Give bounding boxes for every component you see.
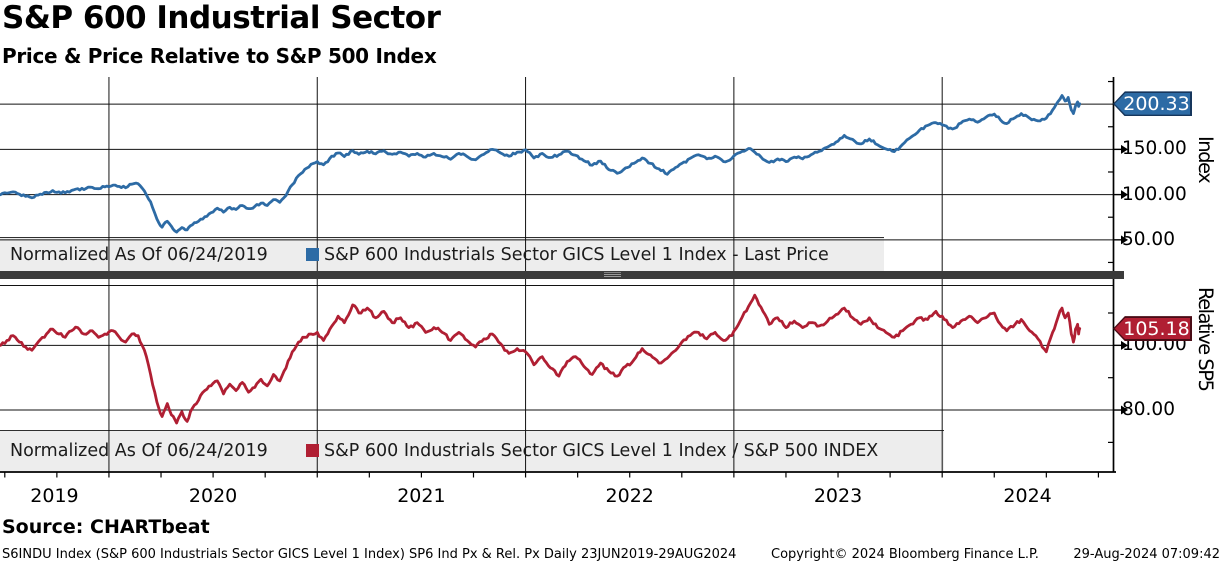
relative-axis-title: Relative SP5 (1194, 287, 1217, 391)
relative-last-value: 105.18 (1123, 317, 1190, 340)
price-axis-title: Index (1194, 136, 1217, 183)
price-last-value: 200.33 (1123, 92, 1190, 115)
y-axis-tick-arrow-icon (1121, 190, 1128, 200)
relative-legend-band (0, 430, 944, 471)
y-axis-tick-arrow-icon (1121, 235, 1128, 245)
y-axis-tick-arrow-icon (1121, 405, 1128, 415)
relative-legend: Normalized As Of 06/24/2019 S&P 600 Indu… (10, 430, 878, 471)
y-axis-tick-label: 100.00 (1122, 183, 1187, 205)
price-series-marker-icon (306, 248, 319, 261)
page-title: S&P 600 Industrial Sector (2, 0, 441, 36)
footer-ticker-info: S6INDU Index (S&P 600 Industrials Sector… (2, 547, 737, 562)
y-axis-tick-label: 150.00 (1122, 138, 1187, 160)
footer-copyright: Copyright© 2024 Bloomberg Finance L.P. (771, 547, 1039, 562)
y-axis-tick-label: 50.00 (1122, 228, 1175, 250)
page-subtitle: Price & Price Relative to S&P 500 Index (2, 44, 437, 68)
price-legend-series-label: S&P 600 Industrials Sector GICS Level 1 … (324, 244, 829, 265)
x-axis-year-label: 2023 (813, 485, 863, 507)
divider-grip-icon[interactable] (604, 274, 621, 275)
x-axis-year-label: 2022 (605, 485, 654, 507)
panel-resize-divider[interactable] (0, 271, 1124, 279)
relative-last-value-badge: 105.18 (1113, 316, 1192, 342)
price-legend: Normalized As Of 06/24/2019 S&P 600 Indu… (10, 237, 829, 272)
x-axis-year-label: 2024 (1003, 485, 1052, 507)
price-badge-fill: 200.33 (1114, 92, 1191, 115)
relative-badge-fill: 105.18 (1114, 317, 1191, 340)
y-axis-tick-label: 80.00 (1122, 399, 1175, 421)
price-legend-normalized-label: Normalized As Of 06/24/2019 (10, 244, 268, 265)
y-axis-tick-arrow-icon (1121, 144, 1128, 154)
price-badge-frame: 200.33 (1113, 91, 1192, 117)
x-axis-year-label: 2021 (397, 485, 446, 507)
x-axis-year-label: 2019 (30, 485, 79, 507)
y-axis-tick-arrow-icon (1121, 340, 1128, 350)
x-axis-year-label: 2020 (188, 485, 238, 507)
price-legend-band (0, 237, 884, 272)
relative-series-marker-icon (306, 444, 319, 457)
footer-datetime: 29-Aug-2024 07:09:42 (1073, 547, 1220, 562)
relative-legend-series-label: S&P 600 Industrials Sector GICS Level 1 … (324, 440, 879, 461)
source-label: Source: CHARTbeat (2, 516, 210, 538)
price-series-line (0, 94, 1082, 234)
price-last-value-badge: 200.33 (1113, 91, 1192, 117)
relative-badge-frame: 105.18 (1113, 316, 1192, 342)
relative-series-line (0, 293, 1082, 425)
relative-legend-normalized-label: Normalized As Of 06/24/2019 (10, 440, 268, 461)
